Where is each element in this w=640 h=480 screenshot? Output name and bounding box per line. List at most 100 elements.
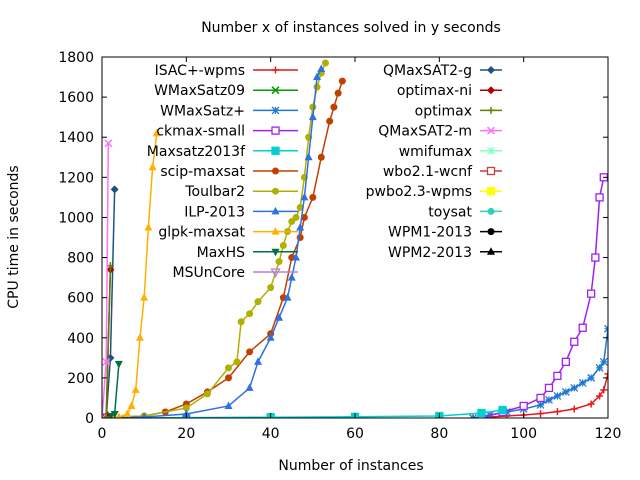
data-point [254,357,263,365]
data-point [131,385,140,393]
data-point [587,373,596,382]
data-point [313,72,322,81]
y-tick-label: 0 [85,411,94,427]
data-point [275,258,283,266]
x-axis-title: Number of instances [278,458,423,474]
legend-label: wbo2.1-wcnf [383,164,473,180]
legend-label: optimax [415,103,472,119]
data-point [296,203,304,211]
legend-item-wmaxsatz: WMaxSatz+ [160,103,298,119]
series-qmaxsat2-m [102,139,113,418]
legend-swatch-marker [487,207,495,215]
data-point [104,139,113,148]
data-point [127,401,136,409]
data-point [115,412,122,418]
data-point [309,103,317,111]
legend-item-wmifumax: wmifumax [399,144,502,160]
data-point [498,405,507,415]
data-point [317,64,326,73]
data-point [224,401,233,409]
legend-swatch-marker [272,66,279,74]
y-tick-label: 1800 [58,50,94,66]
legend-item-qmaxsat2-g: QMaxSAT2-g [383,63,502,79]
data-point [313,83,321,91]
data-point [578,378,587,387]
data-point [246,310,254,318]
data-point [561,357,570,366]
data-point [545,395,553,404]
series-ckmax-small [477,173,608,418]
legend-item-msuncore: MSUnCore [173,265,298,281]
legend-label: optimax-ni [397,83,472,99]
data-point [595,193,604,202]
data-point [110,410,119,418]
data-point [283,293,292,301]
data-point [225,364,232,372]
legend-item-isac-wpms: ISAC+-wpms [155,63,298,79]
legend-item-ckmax-small: ckmax-small [156,124,298,140]
data-point [300,213,308,221]
x-tick-label: 20 [177,426,195,442]
y-tick-label: 1600 [58,90,94,106]
legend-item-optimax-ni: optimax-ni [397,83,502,99]
legend-label: Toulbar2 [184,184,245,200]
data-point [536,401,545,409]
x-tick-label: 80 [430,426,448,442]
data-point [586,289,596,298]
legend-label: MSUnCore [173,265,246,281]
data-point [135,333,144,341]
data-point [591,253,600,262]
data-point [553,391,562,400]
data-point [123,409,132,417]
legend-swatch-marker [272,187,279,195]
legend-item-maxsatz2013f: Maxsatz2013f [147,144,298,160]
series-line-toulbar2 [102,62,327,418]
data-point [553,371,562,381]
data-point [561,387,570,396]
data-point [570,383,579,392]
data-point [287,273,296,281]
data-point [246,348,254,356]
series-wmaxsatz [469,324,608,418]
data-point [477,408,486,418]
data-point [203,390,211,398]
legend-swatch-marker [487,228,495,236]
y-tick-label: 1000 [58,210,94,226]
legend-item-wpm1-2013: WPM1-2013 [388,225,502,241]
data-point [578,323,587,332]
data-point [570,405,578,413]
legend-label: QMaxSAT2-m [378,124,472,140]
data-point [291,253,300,261]
data-point [152,128,161,137]
data-point [292,213,300,221]
y-tick-label: 1400 [58,130,94,146]
legend-label: QMaxSAT2-g [383,63,472,79]
legend-label: MaxHS [197,245,245,261]
legend-swatch-marker [271,106,280,115]
data-point [544,383,554,393]
x-tick-label: 40 [262,426,280,442]
data-point [140,293,149,301]
legend-label: pwbo2.3-wpms [366,184,472,200]
data-point [309,193,317,201]
legend-swatch-marker [486,166,496,176]
data-point [254,298,262,306]
legend-label: WPM1-2013 [388,225,472,241]
data-point [266,333,275,341]
y-tick-label: 800 [67,251,94,267]
data-point [326,117,334,125]
legend-swatch-marker [487,146,495,155]
legend-swatch-marker [271,227,280,235]
data-point [502,408,511,416]
data-point [308,112,317,121]
legend-label: WMaxSatz09 [154,83,245,99]
data-point [267,284,275,292]
data-point [182,404,190,412]
legend-swatch-marker [270,268,281,278]
data-point [144,222,153,231]
y-tick-label: 200 [67,371,94,387]
data-point [536,393,545,403]
x-tick-label: 100 [510,426,537,442]
data-point [114,360,123,369]
data-point [338,77,346,85]
